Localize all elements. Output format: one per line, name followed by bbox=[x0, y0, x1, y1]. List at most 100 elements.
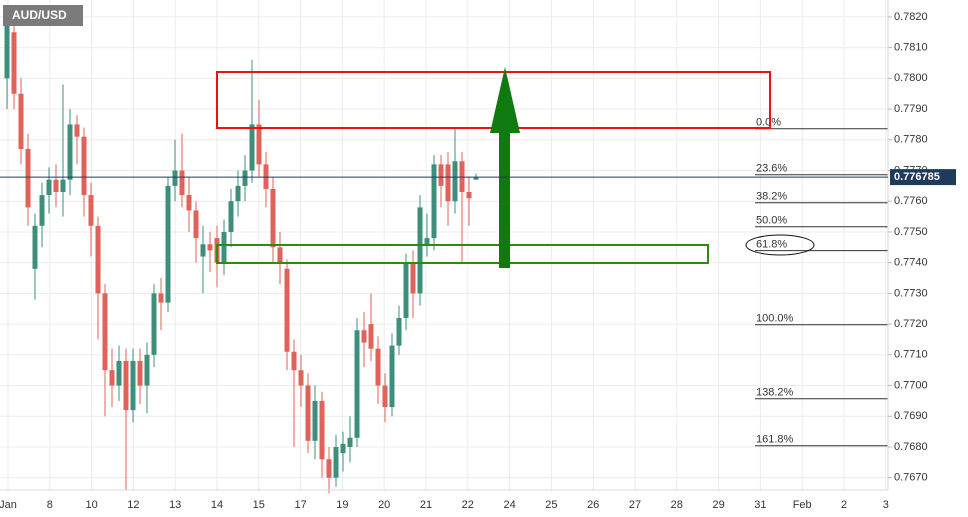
y-tick-label: 0.7800 bbox=[894, 72, 928, 84]
symbol: AUD/USD bbox=[12, 8, 67, 22]
x-tick-label: 21 bbox=[420, 499, 432, 511]
y-tick-label: 0.7750 bbox=[894, 226, 928, 238]
candle-body bbox=[445, 164, 451, 202]
candle-body bbox=[186, 195, 192, 211]
candle-body bbox=[256, 124, 262, 165]
candle-body bbox=[270, 188, 276, 248]
symbol-badge bbox=[3, 5, 83, 26]
candle-body bbox=[130, 360, 136, 411]
candle-body bbox=[151, 293, 157, 355]
fib-label: 138.2% bbox=[756, 387, 794, 399]
fib-label: 0.0% bbox=[756, 117, 781, 129]
support-box bbox=[216, 244, 709, 264]
x-tick-label: 10 bbox=[85, 499, 97, 511]
candle-body bbox=[18, 93, 24, 149]
candle-body bbox=[340, 443, 346, 454]
x-tick-label: 26 bbox=[587, 499, 599, 511]
candle-body bbox=[25, 148, 31, 208]
y-tick-label: 0.7810 bbox=[894, 42, 928, 54]
fib-label: 23.6% bbox=[756, 163, 787, 175]
x-tick-label: 13 bbox=[169, 499, 181, 511]
candle-body bbox=[193, 210, 199, 239]
candle-body bbox=[249, 124, 255, 171]
candle-body bbox=[137, 360, 143, 386]
candle-body bbox=[81, 136, 87, 196]
candle-body bbox=[361, 330, 367, 343]
x-tick-label: 8 bbox=[47, 499, 53, 511]
candle-body bbox=[452, 161, 458, 202]
candle-body bbox=[32, 225, 38, 269]
x-tick-label: 19 bbox=[336, 499, 348, 511]
candle-body bbox=[396, 317, 402, 346]
candle-body bbox=[102, 293, 108, 371]
candle-body bbox=[298, 370, 304, 386]
candle-body bbox=[235, 185, 241, 202]
candle-body bbox=[179, 170, 185, 196]
axes: 0.7670 0.7680 0.7690 0.7700 0.7710 0.7720 0.77… bbox=[0, 11, 956, 511]
fib-label: 161.8% bbox=[756, 434, 794, 446]
candle-body bbox=[375, 348, 381, 386]
candle-body bbox=[39, 195, 45, 226]
x-tick-label: 14 bbox=[211, 499, 223, 511]
x-tick-label: 25 bbox=[545, 499, 557, 511]
x-tick-label: Feb bbox=[793, 499, 812, 511]
candle-body bbox=[347, 437, 353, 447]
candle-body bbox=[144, 354, 150, 386]
candle-body bbox=[242, 170, 248, 186]
fib-label: 38.2% bbox=[756, 191, 787, 203]
candle-body bbox=[53, 179, 59, 193]
y-tick-label: 0.7760 bbox=[894, 195, 928, 207]
candle-body bbox=[221, 231, 227, 263]
candle-body bbox=[473, 177, 479, 180]
x-tick-label: 17 bbox=[294, 499, 306, 511]
y-tick-label: 0.7720 bbox=[894, 318, 928, 330]
fib-label: 50.0% bbox=[756, 215, 787, 227]
candle-body bbox=[305, 385, 311, 441]
candle-body bbox=[67, 124, 73, 180]
x-tick-label: Jan bbox=[0, 499, 17, 511]
x-tick-label: 27 bbox=[629, 499, 641, 511]
candle-body bbox=[74, 124, 80, 137]
fib-label: 61.8% bbox=[756, 239, 787, 251]
current-price-box bbox=[890, 169, 956, 186]
y-tick-label: 0.7670 bbox=[894, 472, 928, 484]
y-tick-label: 0.7690 bbox=[894, 410, 928, 422]
y-tick-label: 0.7740 bbox=[894, 257, 928, 269]
candle-body bbox=[172, 170, 178, 186]
y-tick-label: 0.7680 bbox=[894, 441, 928, 453]
candle-body bbox=[326, 459, 332, 478]
candle-body bbox=[291, 351, 297, 371]
candle-body bbox=[277, 247, 283, 263]
candle-body bbox=[207, 244, 213, 251]
x-tick-label: 28 bbox=[671, 499, 683, 511]
candle-body bbox=[109, 370, 115, 386]
candles bbox=[4, 16, 479, 494]
x-tick-label: 22 bbox=[462, 499, 474, 511]
candle-body bbox=[368, 324, 374, 349]
candle-body bbox=[410, 262, 416, 294]
candle-body bbox=[431, 164, 437, 239]
candle-body bbox=[389, 345, 395, 408]
candle-body bbox=[4, 23, 10, 79]
candle-body bbox=[438, 164, 444, 186]
y-tick-label: 0.7790 bbox=[894, 103, 928, 115]
candle-body bbox=[165, 185, 171, 303]
fib-levels: 0.0% 23.6% 38.2% 50.0% 61.8% 100.0% 138.2% 161.… bbox=[755, 117, 888, 447]
candle-body bbox=[354, 330, 360, 438]
candle-body bbox=[11, 32, 17, 94]
x-tick-label: 3 bbox=[883, 499, 889, 511]
y-tick-label: 0.7710 bbox=[894, 349, 928, 361]
current-price-label: 0.776785 bbox=[894, 171, 940, 183]
x-tick-label: 15 bbox=[253, 499, 265, 511]
y-tick-label: 0.7700 bbox=[894, 379, 928, 391]
candle-body bbox=[284, 268, 290, 352]
arrow-shaft bbox=[499, 130, 510, 268]
x-tick-label: 31 bbox=[754, 499, 766, 511]
x-tick-label: 29 bbox=[712, 499, 724, 511]
arrow-head bbox=[490, 67, 520, 133]
x-tick-label: 12 bbox=[127, 499, 139, 511]
candle-body bbox=[116, 360, 122, 386]
candle-body bbox=[319, 400, 325, 460]
